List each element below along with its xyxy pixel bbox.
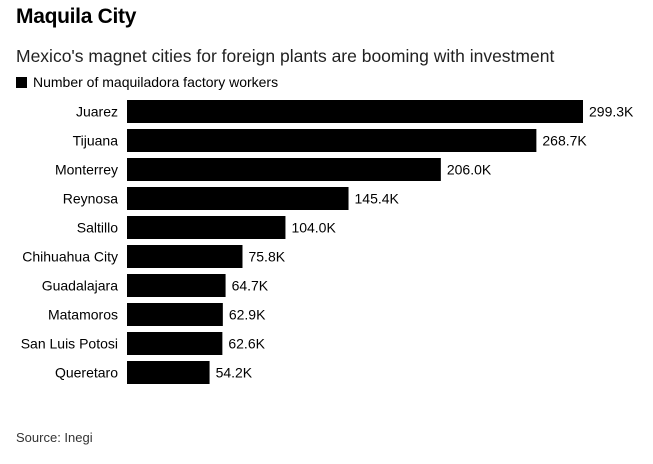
chart-subtitle: Mexico's magnet cities for foreign plant… [16, 46, 555, 66]
bar-monterrey [127, 158, 441, 181]
category-label-queretaro: Queretaro [55, 365, 118, 381]
category-label-juarez: Juarez [76, 104, 118, 120]
bar-chihuahua-city [127, 245, 243, 268]
legend-swatch [16, 76, 27, 88]
bar-queretaro [127, 361, 210, 384]
legend-label: Number of maquiladora factory workers [33, 74, 279, 90]
value-label-matamoros: 62.9K [229, 307, 266, 323]
category-label-reynosa: Reynosa [63, 191, 118, 207]
value-label-saltillo: 104.0K [291, 220, 336, 236]
value-label-reynosa: 145.4K [355, 191, 400, 207]
value-label-queretaro: 54.2K [216, 365, 253, 381]
category-label-tijuana: Tijuana [73, 133, 119, 149]
value-label-tijuana: 268.7K [542, 133, 587, 149]
category-label-guadalajara: Guadalajara [42, 278, 118, 294]
value-label-chihuahua-city: 75.8K [248, 249, 285, 265]
chart-title: Maquila City [16, 5, 137, 28]
bar-reynosa [127, 187, 349, 210]
bar-juarez [127, 100, 583, 123]
bar-saltillo [127, 216, 286, 239]
category-label-chihuahua-city: Chihuahua City [22, 249, 118, 265]
category-label-monterrey: Monterrey [55, 162, 118, 178]
value-label-san-luis-potosi: 62.6K [228, 336, 265, 352]
value-label-monterrey: 206.0K [447, 162, 492, 178]
category-label-matamoros: Matamoros [48, 307, 118, 323]
category-label-san-luis-potosi: San Luis Potosi [21, 336, 118, 352]
bar-guadalajara [127, 274, 226, 297]
value-label-juarez: 299.3K [589, 104, 634, 120]
bar-san-luis-potosi [127, 332, 223, 355]
bar-tijuana [127, 129, 537, 152]
bar-matamoros [127, 303, 223, 326]
category-label-saltillo: Saltillo [77, 220, 118, 236]
value-label-guadalajara: 64.7K [232, 278, 269, 294]
source-note: Source: Inegi [16, 430, 93, 445]
legend: Number of maquiladora factory workers [16, 74, 278, 90]
